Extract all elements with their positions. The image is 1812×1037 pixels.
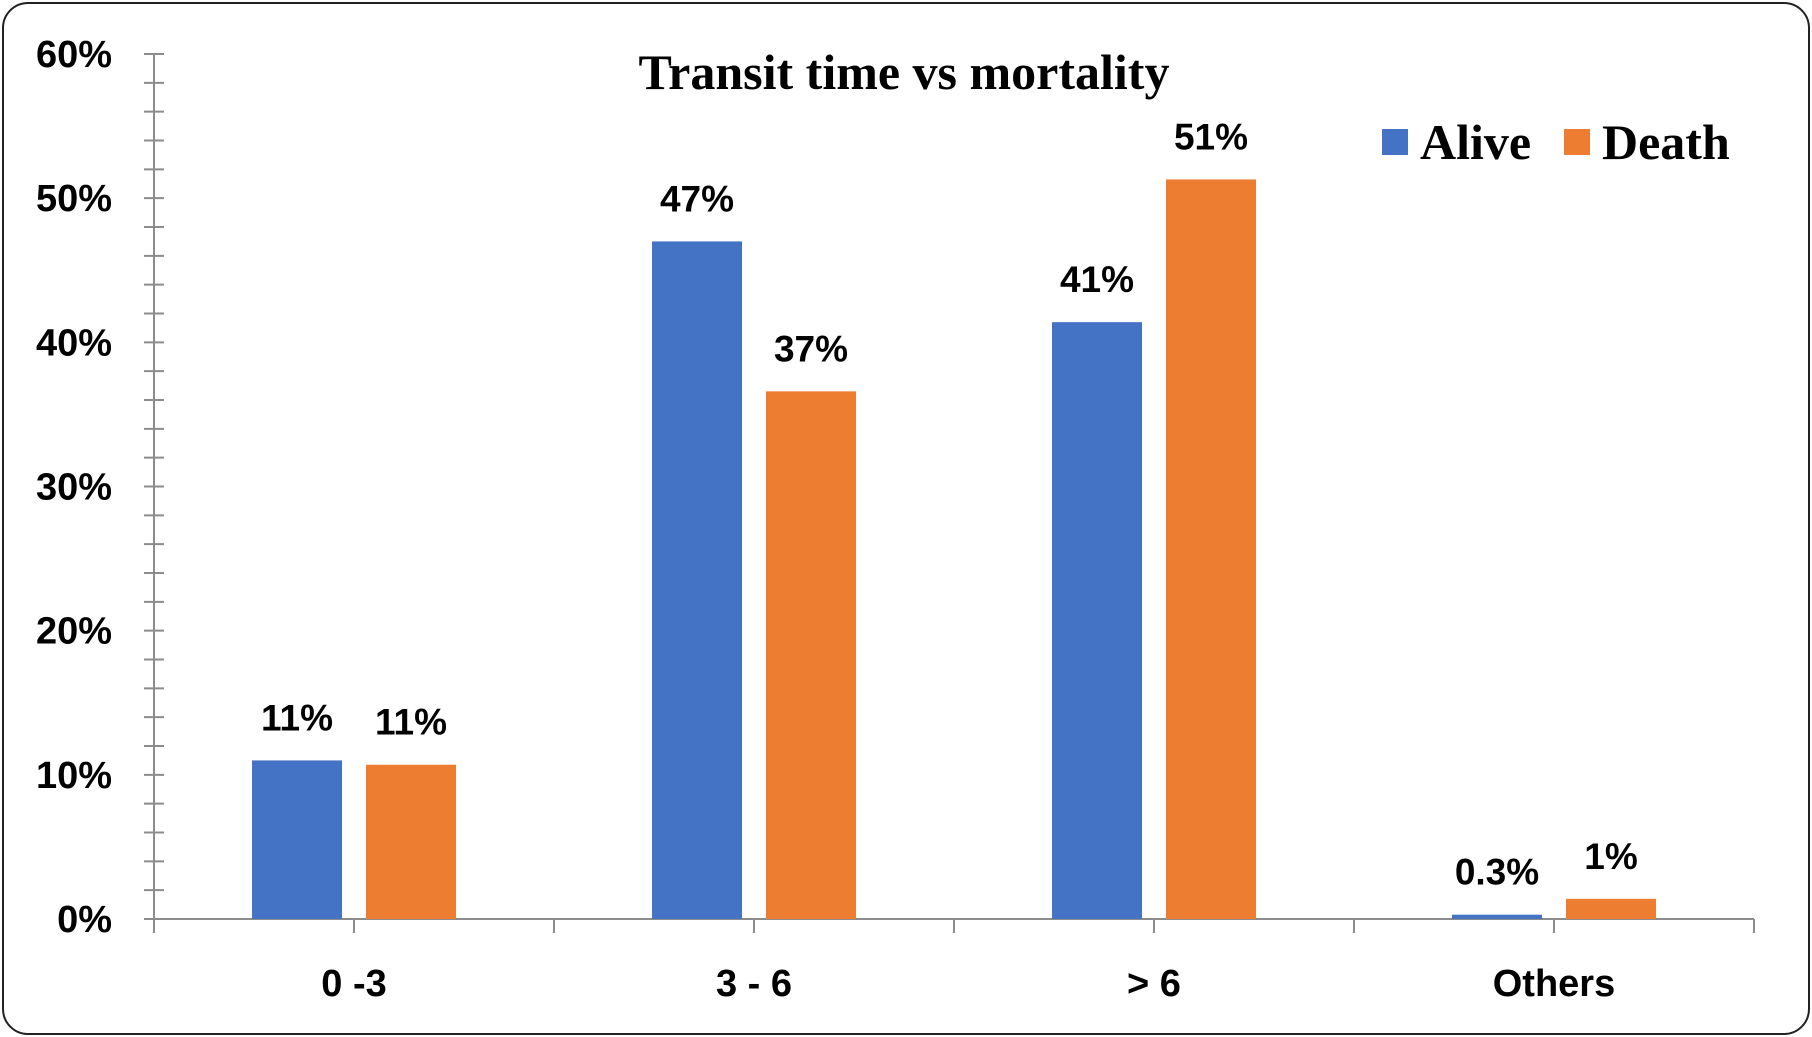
x-tick-label: > 6 <box>1127 963 1181 1005</box>
data-label: 41% <box>1060 259 1134 300</box>
bars <box>252 179 1656 920</box>
x-tick-label: Others <box>1493 963 1615 1005</box>
y-tick-label: 20% <box>36 611 112 653</box>
data-label: 37% <box>774 328 848 369</box>
legend-label-alive: Alive <box>1420 114 1531 170</box>
bar-alive-3 <box>1452 914 1542 919</box>
y-tick-label: 50% <box>36 178 112 220</box>
x-tick-label: 0 -3 <box>321 963 386 1005</box>
legend-swatch-death <box>1564 129 1590 155</box>
bar-alive-2 <box>1052 322 1142 919</box>
data-label: 51% <box>1174 116 1248 157</box>
y-tick-label: 30% <box>36 467 112 509</box>
y-tick-label: 60% <box>36 34 112 76</box>
y-tick-label: 10% <box>36 755 112 797</box>
y-tick-label: 0% <box>57 899 112 941</box>
y-tick-label: 40% <box>36 322 112 364</box>
bar-alive-0 <box>252 760 342 919</box>
bar-death-3 <box>1566 898 1656 919</box>
x-tick-label: 3 - 6 <box>716 963 792 1005</box>
data-labels: 11% 47% 41% 0.3% 11% 37% 51% 1% <box>261 116 1638 892</box>
bar-death-1 <box>766 391 856 920</box>
bar-death-0 <box>366 764 456 919</box>
legend-label-death: Death <box>1602 114 1730 170</box>
data-label: 47% <box>660 178 734 219</box>
data-label: 11% <box>375 702 447 743</box>
chart-title: Transit time vs mortality <box>639 44 1170 100</box>
axes: 0% 10% 20% 30% 40% 50% 60% 0 -3 3 - 6 > 6 Others <box>36 34 1755 1005</box>
data-label: 1% <box>1584 836 1637 877</box>
legend-swatch-alive <box>1382 129 1408 155</box>
legend: Alive Death <box>1382 114 1730 170</box>
data-label: 0.3% <box>1455 852 1539 893</box>
data-label: 11% <box>261 697 333 738</box>
bar-chart: Transit time vs mortality 0% 10% 20% 30% 40%… <box>36 34 1755 1005</box>
bar-death-2 <box>1166 179 1256 920</box>
bar-alive-1 <box>652 241 742 919</box>
